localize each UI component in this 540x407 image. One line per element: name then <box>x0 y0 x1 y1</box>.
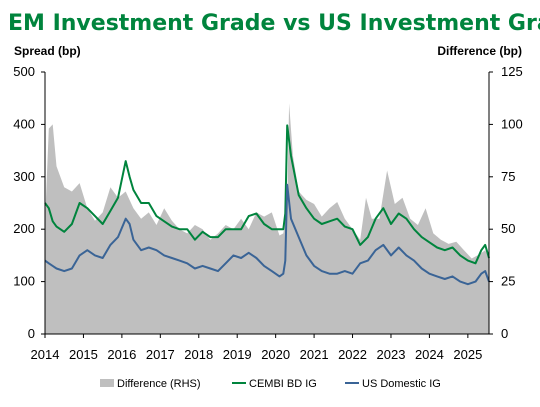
x-tick-label: 2025 <box>453 347 482 362</box>
x-tick-label: 2019 <box>223 347 252 362</box>
x-tick-label: 2023 <box>377 347 406 362</box>
x-tick-label: 2021 <box>300 347 329 362</box>
x-tick-label: 2024 <box>415 347 444 362</box>
legend-swatch-difference <box>100 379 114 387</box>
left-tick-label: 500 <box>13 64 35 79</box>
right-tick-label: 25 <box>501 274 515 289</box>
series-area-difference <box>45 103 489 335</box>
legend: Difference (RHS) CEMBI BD IG US Domestic I… <box>100 378 441 390</box>
x-tick-label: 2016 <box>107 347 136 362</box>
right-tick-label: 75 <box>501 169 515 184</box>
left-axis-title: Spread (bp) <box>14 44 81 58</box>
axes-layer: 0 100 200 300 400 500 0 25 50 75 100 125 2014 2015 201… <box>13 64 522 362</box>
x-tick-label: 2020 <box>261 347 290 362</box>
left-tick-label: 300 <box>13 169 35 184</box>
x-tick-label: 2014 <box>31 347 60 362</box>
right-tick-label: 100 <box>501 116 523 131</box>
area-layer <box>45 103 489 335</box>
chart-title: EM Investment Grade vs US Investment Gra… <box>8 11 540 36</box>
right-tick-label: 0 <box>501 326 508 341</box>
x-tick-label: 2022 <box>338 347 367 362</box>
lines-layer <box>44 124 490 286</box>
legend-label: CEMBI BD IG <box>249 378 317 390</box>
x-tick-label: 2017 <box>146 347 175 362</box>
right-tick-label: 50 <box>501 221 515 236</box>
left-tick-label: 100 <box>13 274 35 289</box>
legend-label: Difference (RHS) <box>117 378 201 390</box>
right-axis-title: Difference (bp) <box>437 44 522 58</box>
left-tick-label: 200 <box>13 221 35 236</box>
left-tick-label: 400 <box>13 116 35 131</box>
series-line-2 <box>44 183 490 286</box>
x-tick-label: 2015 <box>69 347 98 362</box>
legend-label: US Domestic IG <box>362 378 441 390</box>
x-tick-label: 2018 <box>184 347 213 362</box>
left-tick-label: 0 <box>28 326 35 341</box>
right-tick-label: 125 <box>501 64 523 79</box>
series-line-1 <box>44 124 490 265</box>
